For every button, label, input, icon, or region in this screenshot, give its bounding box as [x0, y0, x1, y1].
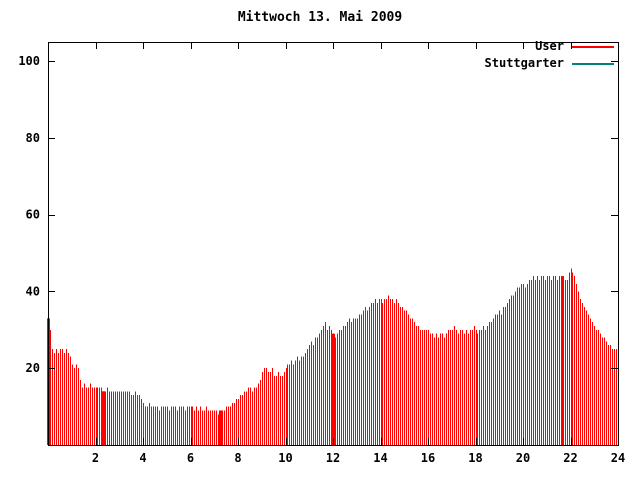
x-tick-label: 24	[611, 451, 625, 465]
x-tick-label: 22	[563, 451, 577, 465]
axis-ticks	[48, 42, 619, 445]
legend-label-stuttgarter: Stuttgarter	[484, 56, 564, 70]
chart-title: Mittwoch 13. Mai 2009	[237, 10, 403, 25]
x-tick-label: 4	[139, 451, 146, 465]
y-tick-label: 60	[26, 208, 40, 222]
y-tick-label: 80	[26, 131, 40, 145]
legend-item-user: User	[485, 40, 614, 53]
legend-line-stuttgarter-icon	[572, 62, 614, 65]
x-tick-label: 6	[187, 451, 194, 465]
y-tick-label: 100	[18, 54, 40, 68]
legend: User Stuttgarter	[485, 40, 614, 70]
y-tick-label: 20	[26, 361, 40, 375]
x-tick-label: 18	[468, 451, 482, 465]
x-tick-label: 12	[326, 451, 340, 465]
x-tick-label: 14	[373, 451, 387, 465]
legend-item-stuttgarter: Stuttgarter	[485, 57, 614, 70]
y-tick-label: 40	[26, 284, 40, 298]
x-tick-label: 2	[92, 451, 99, 465]
x-tick-label: 20	[516, 451, 530, 465]
x-tick-label: 16	[421, 451, 435, 465]
legend-label-user: User	[535, 39, 564, 53]
x-tick-label: 8	[234, 451, 241, 465]
legend-line-user-icon	[572, 45, 614, 48]
x-tick-label: 10	[278, 451, 292, 465]
series-user-bars	[48, 268, 617, 445]
